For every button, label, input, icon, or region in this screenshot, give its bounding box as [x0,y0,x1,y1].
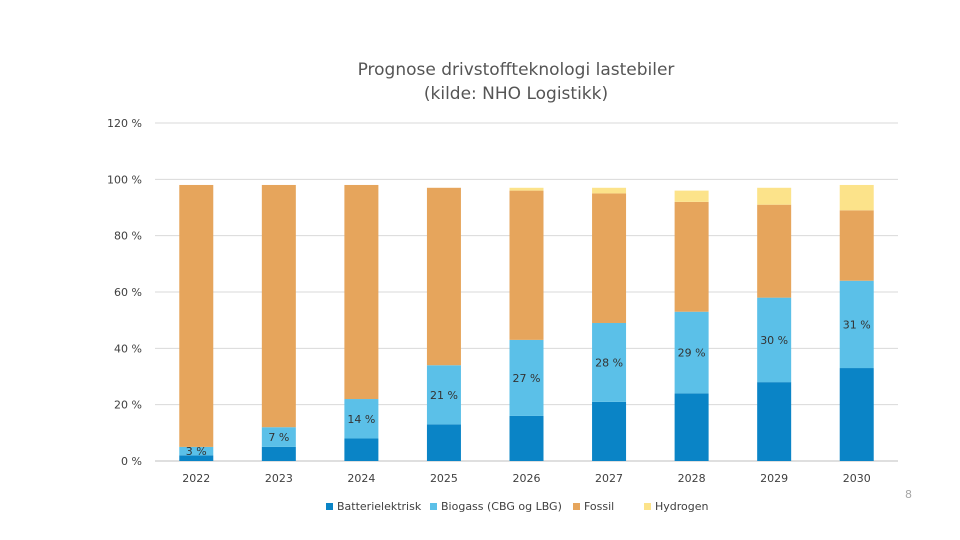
data-label: 30 % [760,334,788,347]
bar-segment-4 [674,190,709,202]
bar-segment-1 [261,446,296,461]
data-label: 28 % [595,356,623,369]
x-axis-ticks: 2022 2023 2024 2025 2026 2027 2028 2029 2030 [182,472,870,485]
data-label: 27 % [513,372,541,385]
y-tick-label: 80 % [114,230,142,243]
x-tick-label: 2022 [182,472,210,485]
x-tick-label: 2023 [265,472,293,485]
y-tick-label: 100 % [107,173,142,186]
data-label: 3 % [186,445,207,458]
x-tick-label: 2029 [760,472,788,485]
bar-segment-1 [509,415,544,461]
bar-segment-2 [839,280,874,369]
bar-segment-2 [757,297,792,383]
y-tick-label: 60 % [114,286,142,299]
bars: 3 % 7 % 14 % 21 % 27 % 28 % 29 % 30 % 31 % [179,184,874,461]
bar-segment-2 [179,446,214,456]
bar-segment-2 [261,427,296,447]
bar-segment-3 [592,193,627,323]
legend-swatch [644,503,651,510]
page-number: 8 [905,488,912,501]
x-tick-label: 2025 [430,472,458,485]
bar-segment-2 [509,339,544,416]
data-label: 29 % [678,347,706,360]
legend-swatch [326,503,333,510]
x-tick-label: 2028 [678,472,706,485]
bar-segment-2 [426,365,461,425]
x-tick-label: 2024 [347,472,375,485]
y-tick-label: 120 % [107,117,142,130]
legend-swatch [430,503,437,510]
legend-swatch [573,503,580,510]
bar-segment-1 [179,455,214,461]
bar-segment-1 [592,401,627,461]
bar-segment-1 [839,368,874,461]
x-tick-label: 2027 [595,472,623,485]
data-label: 31 % [843,318,871,331]
bar-segment-3 [674,201,709,312]
legend: Batterielektrisk Biogass (CBG og LBG) Foss… [326,500,709,513]
chart-title: Prognose drivstoffteknologi lastebiler [358,60,675,80]
bar-segment-3 [757,204,792,298]
y-axis-ticks: 0 % 20 % 40 % 60 % 80 % 100 % 120 % [107,117,142,468]
legend-label: Batterielektrisk [337,500,422,513]
bar-segment-3 [261,184,296,428]
bar-segment-4 [592,187,627,194]
bar-segment-3 [509,190,544,340]
data-label: 7 % [268,431,289,444]
x-tick-label: 2026 [513,472,541,485]
data-label: 14 % [347,413,375,426]
bar-segment-3 [344,184,379,400]
chart-subtitle: (kilde: NHO Logistikk) [424,84,608,104]
y-tick-label: 20 % [114,399,142,412]
legend-label: Fossil [584,500,614,513]
legend-label: Hydrogen [655,500,709,513]
bar-segment-1 [344,438,379,461]
bar-segment-4 [757,187,792,205]
bar-segment-4 [839,184,874,211]
y-tick-label: 40 % [114,342,142,355]
bar-segment-2 [344,399,379,439]
bar-segment-3 [839,210,874,281]
bar-segment-2 [592,322,627,402]
data-label: 21 % [430,389,458,402]
bar-segment-1 [674,393,709,461]
bar-segment-1 [757,382,792,461]
bar-segment-2 [674,311,709,394]
bar-segment-3 [179,184,214,447]
bar-segment-1 [426,424,461,461]
x-tick-label: 2030 [843,472,871,485]
bar-segment-4 [509,187,544,191]
bar-segment-3 [426,187,461,366]
y-tick-label: 0 % [121,455,142,468]
legend-label: Biogass (CBG og LBG) [441,500,562,513]
